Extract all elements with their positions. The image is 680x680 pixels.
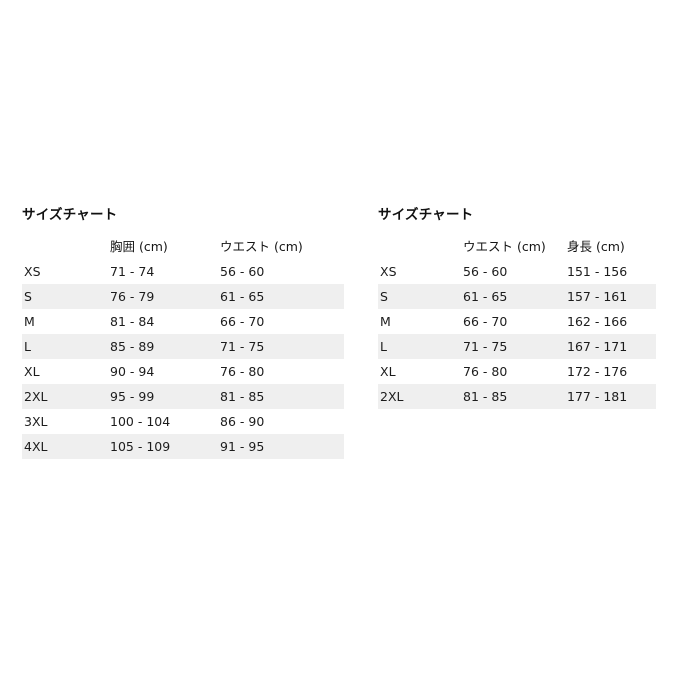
size-chart-block-left: サイズチャート 胸囲 (cm) ウエスト (cm) XS 71 - 74 56 …	[22, 206, 344, 459]
cell-waist: 56 - 60	[218, 259, 344, 284]
table-header-row: 胸囲 (cm) ウエスト (cm)	[22, 234, 344, 259]
cell-size: 2XL	[22, 384, 108, 409]
cell-size: S	[378, 284, 461, 309]
column-header-size	[22, 234, 108, 259]
cell-size: L	[378, 334, 461, 359]
cell-height: 157 - 161	[565, 284, 656, 309]
cell-waist: 71 - 75	[461, 334, 565, 359]
cell-size: XS	[378, 259, 461, 284]
cell-waist: 81 - 85	[218, 384, 344, 409]
table-row: M 66 - 70 162 - 166	[378, 309, 656, 334]
table-row: 2XL 81 - 85 177 - 181	[378, 384, 656, 409]
cell-size: 2XL	[378, 384, 461, 409]
cell-size: 3XL	[22, 409, 108, 434]
column-header-height: 身長 (cm)	[567, 239, 625, 254]
cell-waist: 56 - 60	[461, 259, 565, 284]
cell-size: S	[22, 284, 108, 309]
column-header-size	[378, 234, 461, 259]
cell-waist: 61 - 65	[218, 284, 344, 309]
table-row: 3XL 100 - 104 86 - 90	[22, 409, 344, 434]
cell-height: 172 - 176	[565, 359, 656, 384]
column-header-waist: ウエスト (cm)	[463, 239, 546, 254]
table-row: XS 56 - 60 151 - 156	[378, 259, 656, 284]
cell-chest: 71 - 74	[108, 259, 218, 284]
table-row: S 61 - 65 157 - 161	[378, 284, 656, 309]
cell-waist: 66 - 70	[461, 309, 565, 334]
table-header-right: ウエスト (cm) 身長 (cm)	[378, 234, 656, 259]
table-row: L 71 - 75 167 - 171	[378, 334, 656, 359]
cell-chest: 76 - 79	[108, 284, 218, 309]
cell-size: 4XL	[22, 434, 108, 459]
cell-height: 162 - 166	[565, 309, 656, 334]
cell-chest: 100 - 104	[108, 409, 218, 434]
cell-waist: 81 - 85	[461, 384, 565, 409]
table-row: XS 71 - 74 56 - 60	[22, 259, 344, 284]
cell-height: 167 - 171	[565, 334, 656, 359]
cell-size: L	[22, 334, 108, 359]
table-row: M 81 - 84 66 - 70	[22, 309, 344, 334]
table-row: XL 90 - 94 76 - 80	[22, 359, 344, 384]
cell-waist: 61 - 65	[461, 284, 565, 309]
cell-waist: 76 - 80	[461, 359, 565, 384]
cell-waist: 71 - 75	[218, 334, 344, 359]
cell-chest: 105 - 109	[108, 434, 218, 459]
cell-waist: 76 - 80	[218, 359, 344, 384]
size-table-right: ウエスト (cm) 身長 (cm) XS 56 - 60 151 - 156 S…	[378, 234, 656, 409]
column-header-chest: 胸囲 (cm)	[110, 239, 168, 254]
cell-chest: 90 - 94	[108, 359, 218, 384]
table-row: 2XL 95 - 99 81 - 85	[22, 384, 344, 409]
cell-waist: 66 - 70	[218, 309, 344, 334]
page-title-right: サイズチャート	[378, 207, 474, 223]
cell-chest: 85 - 89	[108, 334, 218, 359]
table-row: S 76 - 79 61 - 65	[22, 284, 344, 309]
cell-size: XS	[22, 259, 108, 284]
column-header-waist: ウエスト (cm)	[220, 239, 303, 254]
cell-height: 177 - 181	[565, 384, 656, 409]
cell-size: XL	[22, 359, 108, 384]
cell-chest: 81 - 84	[108, 309, 218, 334]
cell-waist: 86 - 90	[218, 409, 344, 434]
table-header-left: 胸囲 (cm) ウエスト (cm)	[22, 234, 344, 259]
table-row: 4XL 105 - 109 91 - 95	[22, 434, 344, 459]
table-row: L 85 - 89 71 - 75	[22, 334, 344, 359]
size-table-left: 胸囲 (cm) ウエスト (cm) XS 71 - 74 56 - 60 S 7…	[22, 234, 344, 459]
cell-height: 151 - 156	[565, 259, 656, 284]
size-chart-block-right: サイズチャート ウエスト (cm) 身長 (cm) XS 56 - 60 151…	[378, 206, 656, 409]
table-body-left: XS 71 - 74 56 - 60 S 76 - 79 61 - 65 M 8…	[22, 259, 344, 459]
table-row: XL 76 - 80 172 - 176	[378, 359, 656, 384]
cell-size: M	[378, 309, 461, 334]
cell-size: XL	[378, 359, 461, 384]
cell-waist: 91 - 95	[218, 434, 344, 459]
page-title-left: サイズチャート	[22, 207, 118, 223]
table-header-row: ウエスト (cm) 身長 (cm)	[378, 234, 656, 259]
table-body-right: XS 56 - 60 151 - 156 S 61 - 65 157 - 161…	[378, 259, 656, 409]
cell-size: M	[22, 309, 108, 334]
cell-chest: 95 - 99	[108, 384, 218, 409]
